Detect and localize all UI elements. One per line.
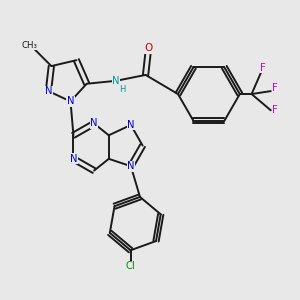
Text: F: F xyxy=(272,83,278,93)
Text: N: N xyxy=(67,96,74,106)
Text: CH₃: CH₃ xyxy=(21,41,37,50)
Text: N: N xyxy=(90,118,98,128)
Text: F: F xyxy=(260,63,266,73)
Text: N: N xyxy=(127,161,135,171)
Text: N: N xyxy=(112,76,120,86)
Text: H: H xyxy=(119,85,126,94)
Text: N: N xyxy=(70,154,77,164)
Text: N: N xyxy=(127,120,135,130)
Text: O: O xyxy=(144,44,153,53)
Text: F: F xyxy=(272,105,278,115)
Text: N: N xyxy=(45,86,52,96)
Text: Cl: Cl xyxy=(126,262,135,272)
